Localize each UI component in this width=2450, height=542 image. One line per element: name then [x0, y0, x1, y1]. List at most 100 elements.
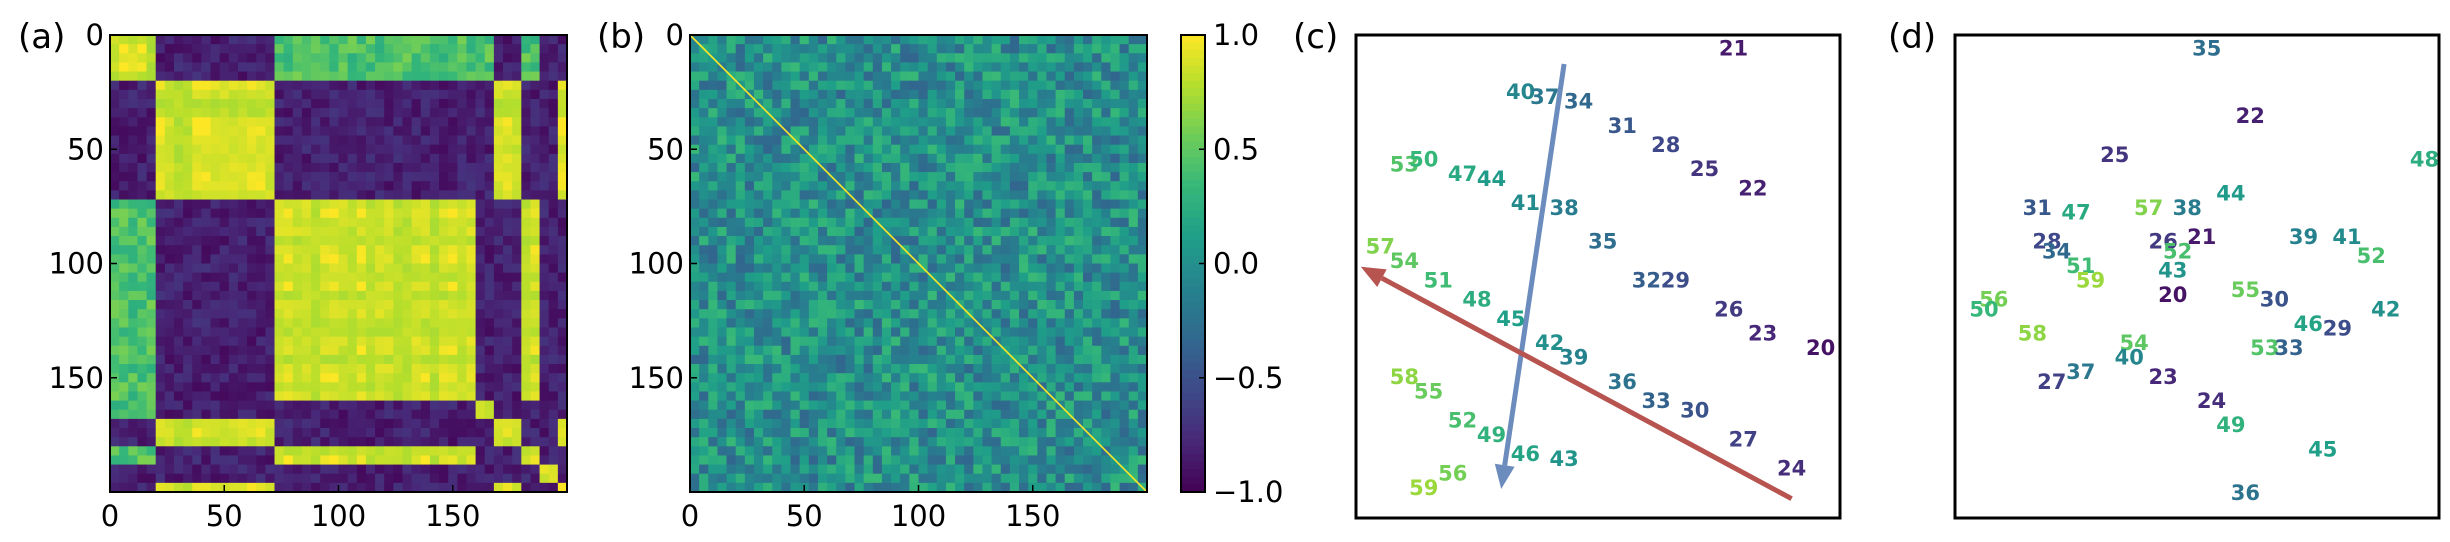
heatmap-b-cell: [735, 226, 746, 237]
heatmap-b-cell: [1037, 400, 1048, 411]
heatmap-b-cell: [744, 446, 755, 457]
heatmap-a-cell: [475, 364, 486, 374]
heatmap-a-cell: [375, 473, 385, 484]
heatmap-b-cell: [1092, 400, 1102, 411]
heatmap-b-cell: [1073, 208, 1084, 219]
heatmap-b-cell: [1028, 300, 1038, 310]
heatmap-b-cell: [708, 482, 719, 493]
heatmap-b-cell: [781, 53, 792, 64]
heatmap-a-cell: [128, 254, 139, 265]
heatmap-b-cell: [735, 254, 746, 265]
heatmap-b-cell: [808, 336, 819, 347]
heatmap-a-cell: [274, 144, 285, 155]
heatmap-b-cell: [1092, 126, 1102, 137]
heatmap-b-cell: [817, 391, 828, 402]
heatmap-a-cell: [237, 473, 248, 484]
heatmap-a-cell: [274, 281, 285, 292]
heatmap-b-cell: [891, 391, 901, 402]
heatmap-a-cell: [183, 135, 193, 146]
heatmap-b-cell: [1064, 226, 1075, 237]
heatmap-a-cell: [429, 172, 440, 182]
heatmap-b-cell: [799, 318, 810, 329]
heatmap-a-cell: [338, 153, 349, 164]
heatmap-a-cell: [128, 53, 139, 64]
heatmap-a-cell: [365, 391, 376, 402]
heatmap-b-cell: [881, 336, 892, 347]
heatmap-b-cell: [1064, 217, 1075, 228]
heatmap-b-cell: [790, 418, 801, 429]
heatmap-a-cell: [375, 446, 385, 457]
heatmap-a-cell: [292, 144, 303, 155]
heatmap-a-cell: [393, 126, 404, 137]
heatmap-b-cell: [1083, 254, 1093, 265]
heatmap-a-cell: [503, 135, 513, 146]
heatmap-a-cell: [384, 336, 394, 347]
heatmap-b-cell: [817, 181, 828, 191]
heatmap-b-cell: [982, 62, 993, 73]
heatmap-a-cell: [356, 382, 367, 393]
heatmap-b-cell: [790, 217, 801, 228]
heatmap-a-cell: [530, 446, 541, 457]
heatmap-a-cell: [201, 62, 212, 73]
heatmap-b-cell: [790, 35, 801, 45]
heatmap-a-cell: [365, 400, 376, 411]
heatmap-a-cell: [420, 272, 431, 283]
heatmap-b-cell: [982, 144, 993, 155]
heatmap-b-cell: [699, 382, 709, 393]
heatmap-a-cell: [201, 144, 212, 155]
heatmap-a-cell: [548, 254, 559, 265]
heatmap-b-cell: [854, 309, 865, 319]
heatmap-a-cell: [274, 199, 285, 210]
heatmap-a-cell: [219, 300, 230, 310]
heatmap-a-cell: [228, 89, 239, 100]
heatmap-a-cell: [110, 153, 120, 164]
heatmap-b-cell: [964, 80, 974, 91]
heatmap-b-cell: [781, 172, 792, 182]
heatmap-a-cell: [365, 71, 376, 82]
heatmap-b-cell: [1137, 382, 1148, 393]
heatmap-a-cell: [539, 354, 550, 365]
heatmap-b-cell: [690, 199, 700, 210]
heatmap-a-cell: [411, 126, 422, 137]
heatmap-b-cell: [699, 482, 709, 493]
heatmap-b-cell: [753, 217, 764, 228]
heatmap-b-cell: [1110, 117, 1121, 127]
heatmap-a-cell: [301, 309, 312, 319]
heatmap-a-cell: [311, 272, 321, 283]
heatmap-b-cell: [1110, 400, 1121, 411]
heatmap-a-cell: [402, 354, 413, 365]
heatmap-a-cell: [539, 391, 550, 402]
heatmap-b-cell: [690, 217, 700, 228]
heatmap-a-cell: [411, 108, 422, 118]
heatmap-b-cell: [836, 35, 846, 45]
heatmap-b-cell: [900, 309, 910, 319]
heatmap-b-cell: [845, 181, 856, 191]
heatmap-a-cell: [274, 263, 285, 274]
heatmap-b-cell: [881, 245, 892, 255]
heatmap-b-cell: [982, 44, 993, 54]
heatmap-a-cell: [164, 428, 175, 438]
heatmap-b-cell: [927, 318, 938, 329]
heatmap-a-cell: [274, 35, 285, 45]
heatmap-b-cell: [726, 327, 737, 338]
heatmap-a-cell: [164, 153, 175, 164]
heatmap-b-cell: [927, 300, 938, 310]
heatmap-b-cell: [1128, 464, 1139, 475]
heatmap-a-cell: [110, 272, 120, 283]
heatmap-b-cell: [699, 190, 709, 201]
heatmap-a-cell: [119, 71, 129, 82]
heatmap-a-cell: [320, 446, 330, 457]
heatmap-b-cell: [827, 62, 837, 73]
heatmap-a-cell: [173, 89, 184, 100]
heatmap-b-cell: [699, 281, 709, 292]
heatmap-b-cell: [964, 98, 974, 109]
heatmap-b-cell: [1128, 290, 1139, 301]
heatmap-a-cell: [283, 53, 294, 64]
heatmap-a-cell: [301, 144, 312, 155]
heatmap-a-cell: [512, 327, 522, 338]
heatmap-a-cell: [448, 464, 458, 475]
heatmap-a-cell: [192, 446, 202, 457]
heatmap-a-cell: [146, 89, 157, 100]
heatmap-b-cell: [717, 245, 728, 255]
heatmap-a-cell: [110, 98, 120, 109]
